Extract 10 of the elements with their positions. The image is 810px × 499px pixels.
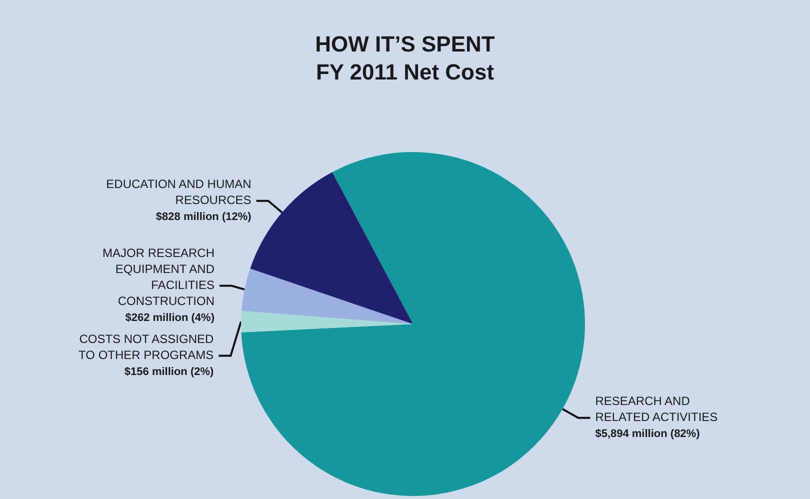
data-label: $262 million (4%): [125, 312, 215, 324]
slice-label: MAJOR RESEARCH EQUIPMENT AND FACILITIES CONSTRUCTION: [102, 246, 215, 308]
slice-label: COSTS NOT ASSIGNED TO OTHER PROGRAMS: [78, 332, 214, 362]
slice-label: RESEARCH AND RELATED ACTIVITIES: [595, 394, 718, 424]
chart-title: HOW IT’S SPENT: [315, 32, 496, 56]
data-label: $5,894 million (82%): [595, 428, 700, 440]
data-label: $828 million (12%): [156, 210, 252, 223]
chart-subtitle: FY 2011 Net Cost: [316, 60, 495, 84]
data-label: $156 million (2%): [124, 366, 214, 378]
slice-label: EDUCATION AND HUMAN RESOURCES: [106, 176, 252, 207]
